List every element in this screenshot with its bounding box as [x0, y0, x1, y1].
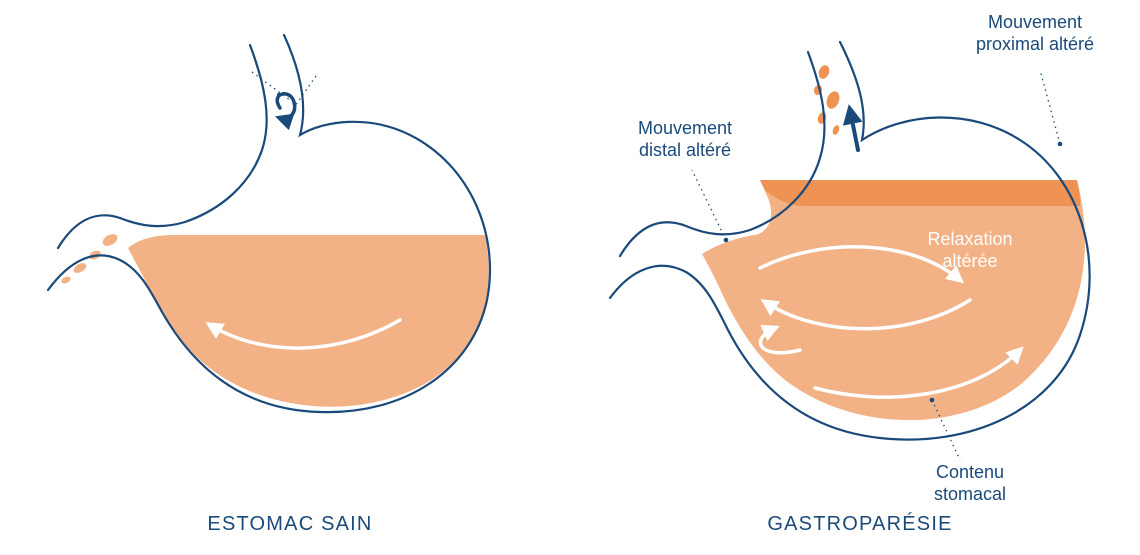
- chyme-blob-icon: [101, 232, 120, 249]
- dotted-guide-icon: [295, 76, 316, 106]
- content-label: stomacal: [934, 484, 1006, 504]
- reflux-blob-icon: [817, 64, 831, 81]
- relaxation-label: altérée: [942, 251, 997, 271]
- gp-content-fill: [702, 180, 1085, 420]
- reflux-blob-icon: [816, 111, 828, 125]
- content-label: Contenu: [936, 462, 1004, 482]
- healthy-stomach: [48, 35, 490, 412]
- cardia-dot-icon: [277, 93, 281, 97]
- dotted-guide-icon: [252, 72, 290, 100]
- proximal-label: proximal altéré: [976, 34, 1094, 54]
- healthy-outline-inner: [58, 45, 267, 248]
- healthy-title: ESTOMAC SAIN: [207, 513, 372, 535]
- gastroparesis-title: GASTROPARÉSIE: [767, 512, 952, 535]
- proximal-label: Mouvement: [988, 12, 1082, 32]
- cardia-closed-arrow-icon: [277, 94, 294, 119]
- callout-line-icon: [1040, 70, 1060, 144]
- relaxation-label: Relaxation: [927, 229, 1012, 249]
- gastroparesis-stomach: RelaxationaltéréeMouvementproximal altér…: [610, 12, 1094, 504]
- chyme-blob-icon: [60, 275, 72, 285]
- reflux-blob-icon: [824, 89, 841, 110]
- distal-label: distal altéré: [639, 140, 731, 160]
- reflux-blob-icon: [831, 124, 840, 135]
- distal-label: Mouvement: [638, 118, 732, 138]
- reflux-arrow-icon: [850, 110, 858, 150]
